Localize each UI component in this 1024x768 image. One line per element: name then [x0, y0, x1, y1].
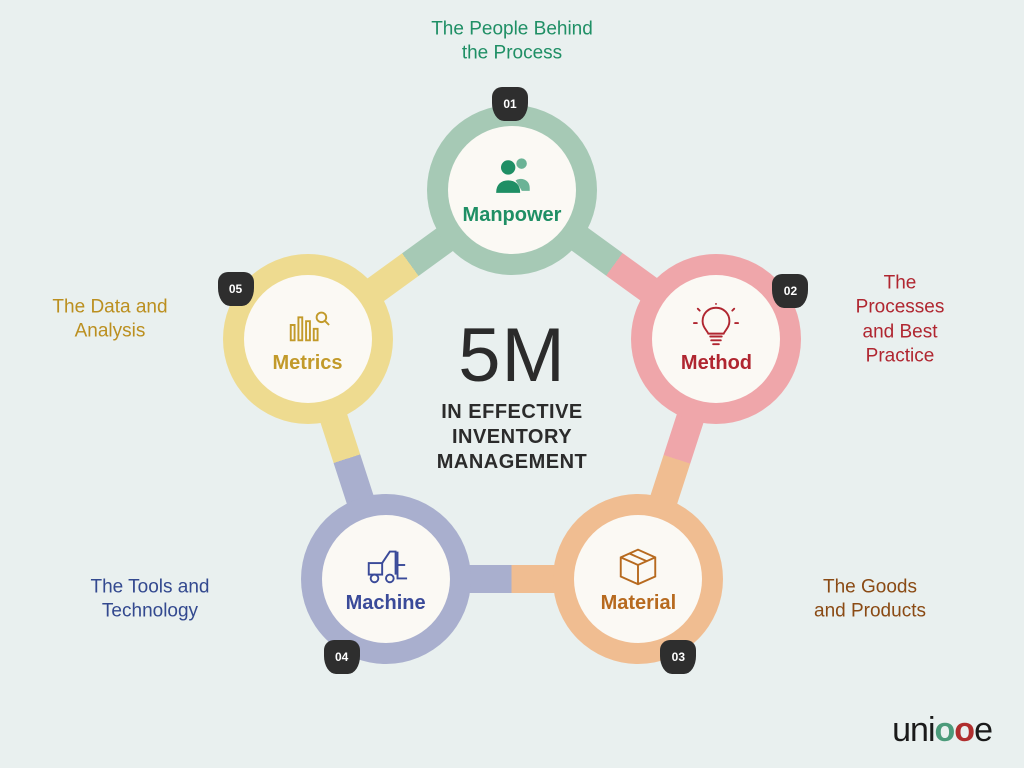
infographic-stage: Manpower01Method02Material03Machine04Met…: [0, 0, 1024, 768]
desc-method: The Processes and Best Practice: [838, 271, 962, 368]
node-label: Manpower: [463, 204, 562, 227]
center-title: 5M: [382, 318, 642, 394]
center-block: 5M IN EFFECTIVE INVENTORY MANAGEMENT: [382, 318, 642, 475]
node-number-badge: 03: [660, 640, 696, 674]
node-metrics: Metrics05: [223, 254, 393, 424]
node-number-badge: 05: [218, 272, 254, 306]
node-number-badge: 04: [324, 640, 360, 674]
desc-manpower: The People Behind the Process: [431, 18, 593, 67]
node-label: Metrics: [273, 352, 343, 375]
logo-o1-icon: o: [935, 711, 955, 749]
node-material: Material03: [553, 494, 723, 664]
logo-prefix: uni: [892, 711, 934, 749]
chart-icon: [285, 302, 331, 348]
logo-suffix: e: [974, 711, 992, 749]
node-number-badge: 01: [492, 87, 528, 121]
node-disc: Material: [574, 515, 702, 643]
node-manpower: Manpower01: [427, 105, 597, 275]
node-disc: Method: [652, 275, 780, 403]
node-method: Method02: [631, 254, 801, 424]
desc-machine: The Tools and Technology: [90, 576, 209, 625]
brand-logo: uniooe: [892, 711, 992, 750]
desc-metrics: The Data and Analysis: [52, 296, 167, 345]
node-label: Method: [681, 352, 752, 375]
node-number-badge: 02: [772, 274, 808, 308]
box-icon: [615, 542, 661, 588]
node-disc: Machine: [322, 515, 450, 643]
center-subtitle: IN EFFECTIVE INVENTORY MANAGEMENT: [382, 400, 642, 475]
node-disc: Manpower: [448, 126, 576, 254]
node-disc: Metrics: [244, 275, 372, 403]
node-machine: Machine04: [301, 494, 471, 664]
desc-material: The Goods and Products: [814, 576, 926, 625]
node-label: Machine: [346, 592, 426, 615]
bulb-icon: [693, 302, 739, 348]
forklift-icon: [363, 542, 409, 588]
logo-o2-icon: o: [954, 711, 974, 749]
node-label: Material: [601, 592, 677, 615]
people-icon: [489, 154, 535, 200]
